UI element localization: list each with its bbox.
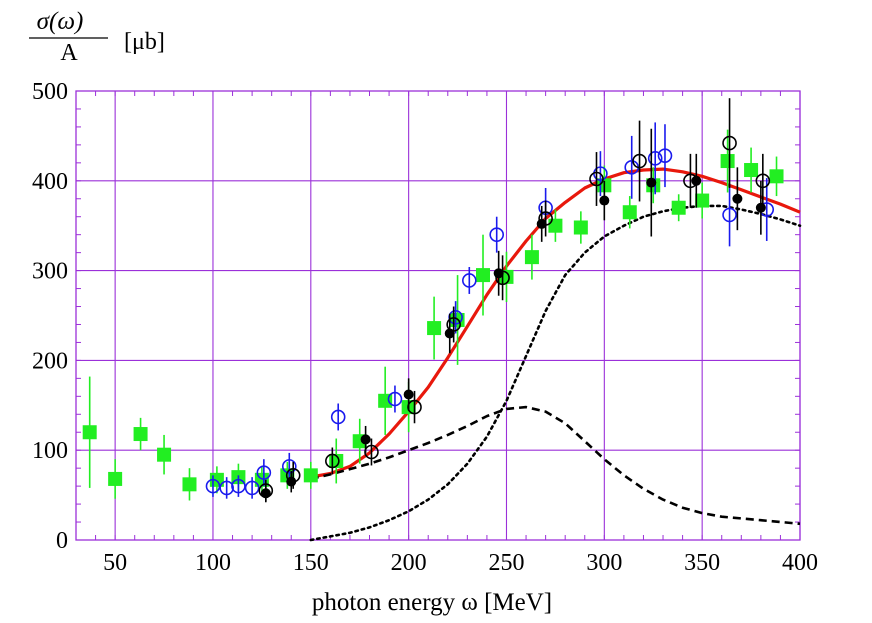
black-filled-circles-point <box>493 268 504 279</box>
black-filled-circles-point <box>755 202 766 213</box>
black-filled-circles-point <box>646 177 657 188</box>
green-squares-series <box>82 129 784 501</box>
green-squares-point <box>769 169 784 184</box>
green-squares-point <box>744 163 759 178</box>
x-tick-label-400: 400 <box>782 550 818 576</box>
green-squares-point <box>133 427 148 442</box>
green-squares-point <box>82 425 97 440</box>
green-squares-point <box>524 250 539 265</box>
y-tick-label-200: 200 <box>32 348 68 374</box>
black-open-circles-point <box>722 135 737 151</box>
green-squares-point <box>622 205 637 220</box>
blue-open-circles-point <box>256 465 272 480</box>
resonance-component-curve <box>309 204 802 542</box>
black-filled-circles-point <box>360 434 371 445</box>
black-filled-circles-point <box>444 328 455 339</box>
green-squares-point <box>427 321 442 336</box>
x-tick-label-350: 350 <box>684 550 720 576</box>
black-filled-circles-point <box>403 389 414 400</box>
y-tick-label-0: 0 <box>56 528 68 554</box>
black-filled-circles-point <box>691 175 702 186</box>
y-tick-label-400: 400 <box>32 169 68 195</box>
black-open-circles-point <box>325 453 340 469</box>
blue-open-circles-point <box>462 273 477 288</box>
blue-open-circles-point <box>722 207 737 223</box>
data-points <box>82 98 784 503</box>
y-tick-label-100: 100 <box>32 438 68 464</box>
y-tick-label-500: 500 <box>32 79 68 105</box>
green-squares-point <box>157 447 172 462</box>
green-squares-point <box>720 154 735 169</box>
green-squares-point <box>108 471 123 486</box>
x-tick-label-200: 200 <box>391 550 427 576</box>
blue-open-circles-series <box>205 122 775 499</box>
ylabel-unit: [μb] <box>124 29 165 55</box>
y-tick-label-300: 300 <box>32 259 68 285</box>
green-squares-point <box>303 468 318 483</box>
background-component-curve <box>310 405 801 526</box>
blue-open-circles-point <box>244 480 260 496</box>
ylabel-denominator: A <box>60 40 78 66</box>
x-tick-label-250: 250 <box>488 550 524 576</box>
grid <box>76 90 801 541</box>
blue-open-circles-point <box>489 227 505 242</box>
x-tick-label-100: 100 <box>195 550 231 576</box>
black-open-circles-point <box>589 171 604 187</box>
minor-ticks <box>76 90 801 541</box>
ylabel-numerator: σ(ω) <box>37 8 84 35</box>
green-squares-point <box>182 477 197 492</box>
x-tick-label-150: 150 <box>293 550 329 576</box>
x-tick-label-300: 300 <box>586 550 622 576</box>
green-squares-point <box>573 220 588 235</box>
blue-open-circles-point <box>387 391 403 407</box>
black-filled-circles-series <box>260 128 766 503</box>
blue-open-circles-point <box>231 478 246 494</box>
black-filled-circles-point <box>286 476 297 487</box>
black-filled-circles-point <box>536 218 547 229</box>
x-tick-labels: 50 100 150 200 250 300 350 400 <box>103 550 818 576</box>
x-tick-label-50: 50 <box>103 550 127 576</box>
blue-open-circles-point <box>647 151 663 166</box>
green-squares-point <box>695 193 710 208</box>
blue-open-circles-point <box>219 480 234 496</box>
black-open-circles-point <box>632 153 647 169</box>
green-squares-point <box>548 218 563 233</box>
plot-frame <box>75 90 801 541</box>
black-open-circles-point <box>755 173 771 189</box>
green-squares-point <box>671 200 686 215</box>
blue-open-circles-point <box>205 478 221 494</box>
blue-open-circles-point <box>281 459 297 474</box>
black-filled-circles-point <box>260 488 271 499</box>
black-filled-circles-point <box>732 193 743 204</box>
y-tick-labels: 0 100 200 300 400 500 <box>32 79 68 554</box>
blue-open-circles-point <box>330 409 346 425</box>
xlabel: photon energy ω [MeV] <box>312 589 552 616</box>
green-squares-point <box>476 268 491 283</box>
blue-open-circles-point <box>657 148 673 163</box>
black-filled-circles-point <box>599 195 610 206</box>
